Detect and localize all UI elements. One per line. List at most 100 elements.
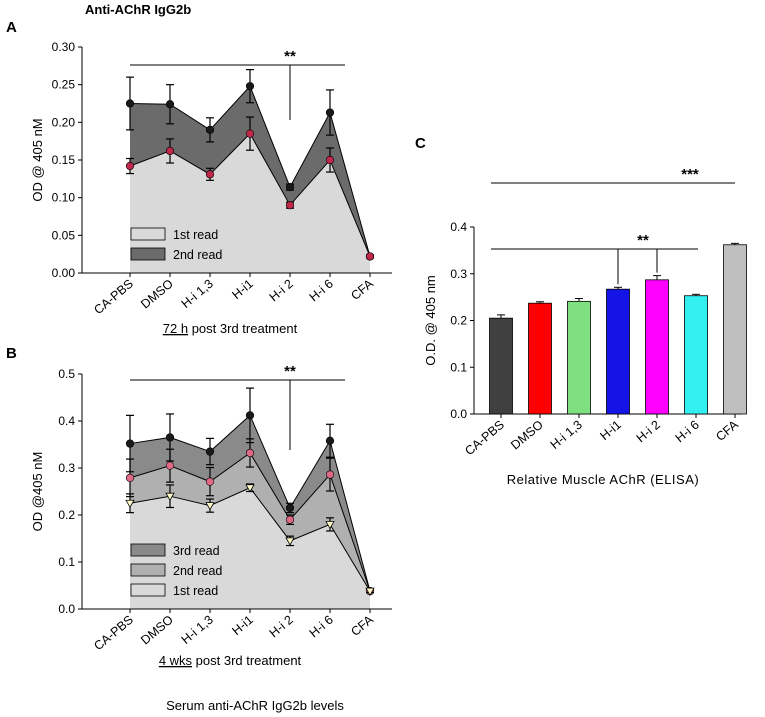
point-1st-read xyxy=(125,161,135,171)
x-axis-title: 72 h post 3rd treatment xyxy=(163,321,298,336)
x-tick-label-ca-pbs: CA-PBS xyxy=(91,277,136,318)
legend-swatch-1st-read xyxy=(130,583,166,597)
bar-cfa xyxy=(723,244,747,415)
point-1st-read xyxy=(285,201,295,210)
point-1st-read xyxy=(165,146,175,156)
y-axis-title: O.D. @ 405 nm xyxy=(423,275,438,366)
y-tick-label: 0.00 xyxy=(52,266,76,280)
y-tick-label: 0.10 xyxy=(52,191,76,205)
panel-letter: C xyxy=(415,135,426,152)
point-2nd-read xyxy=(285,515,295,524)
x-axis-title: 4 wks post 3rd treatment xyxy=(159,653,302,668)
x-tick-label-h-i-1-3: H-i 1,3 xyxy=(179,277,216,311)
x-tick-label-dmso: DMSO xyxy=(138,612,176,647)
point-2nd-read xyxy=(245,448,255,458)
panel-letter: B xyxy=(6,345,17,362)
legend-label-2nd-read: 2nd read xyxy=(173,564,222,578)
y-tick-label: 0.20 xyxy=(52,115,76,129)
area-1st-read xyxy=(130,487,370,609)
point-3rd-read xyxy=(285,503,295,513)
y-tick-label: 0.15 xyxy=(52,153,76,167)
legend-label-1st-read: 1st read xyxy=(173,584,218,598)
point-1st-read xyxy=(365,587,375,596)
point-1st-read xyxy=(205,502,215,511)
y-tick-label: 0.4 xyxy=(450,220,467,234)
y-tick-label: 0.0 xyxy=(450,407,467,421)
legend-swatch-2nd-read xyxy=(130,247,166,261)
point-2nd-read xyxy=(325,470,335,479)
point-2nd-read xyxy=(125,473,135,482)
point-2nd-read xyxy=(205,477,215,486)
point-1st-read xyxy=(365,252,375,261)
point-2nd-read xyxy=(165,461,175,470)
x-tick-label-h-i1: H-i1 xyxy=(597,418,624,443)
point-1st-read xyxy=(325,155,335,165)
panel-c: 0.00.10.20.30.4O.D. @ 405 nmC*****CA-PBS… xyxy=(415,135,747,487)
point-2nd-read xyxy=(205,125,215,134)
y-tick-label: 0.4 xyxy=(58,414,75,428)
x-tick-label-h-i-6: H-i 6 xyxy=(307,277,336,305)
y-tick-label: 0.25 xyxy=(52,78,76,92)
y-tick-label: 0.1 xyxy=(450,360,467,374)
y-tick-label: 0.5 xyxy=(58,367,75,381)
bar-dmso xyxy=(528,302,552,415)
legend-label-2nd-read: 2nd read xyxy=(173,248,222,262)
point-1st-read xyxy=(245,129,255,138)
area-1st-read xyxy=(130,133,370,273)
x-tick-label-h-i1: H-i1 xyxy=(229,277,256,302)
x-axis-title-rest: post 3rd treatment xyxy=(188,321,297,336)
x-axis-title: Relative Muscle AChR (ELISA) xyxy=(507,472,699,487)
point-2nd-read xyxy=(125,99,135,108)
y-tick-label: 0.05 xyxy=(52,228,76,242)
x-axis-title-emphasis: 4 wks xyxy=(159,653,193,668)
legend-label-3rd-read: 3rd read xyxy=(173,544,220,558)
x-tick-label-cfa: CFA xyxy=(713,417,741,444)
x-tick-label-ca-pbs: CA-PBS xyxy=(91,613,136,654)
point-1st-read xyxy=(285,537,295,546)
bar-h-i-6 xyxy=(684,295,708,415)
x-axis-title-rest: post 3rd treatment xyxy=(192,653,301,668)
panel-letter: A xyxy=(6,19,17,36)
significance-label: *** xyxy=(681,166,699,183)
y-tick-label: 0.1 xyxy=(58,555,75,569)
point-1st-read xyxy=(205,170,215,179)
x-tick-label-h-i-6: H-i 6 xyxy=(307,613,336,641)
x-tick-label-cfa: CFA xyxy=(348,612,376,639)
point-1st-read xyxy=(245,484,255,493)
figure-title: Anti-AChR IgG2b xyxy=(85,2,191,17)
point-3rd-read xyxy=(125,439,135,448)
legend-swatch-2nd-read xyxy=(130,563,166,577)
x-tick-label-ca-pbs: CA-PBS xyxy=(462,418,507,459)
x-tick-label-h-i-2: H-i 2 xyxy=(267,277,296,305)
y-tick-label: 0.0 xyxy=(58,602,75,616)
y-tick-label: 0.3 xyxy=(450,267,467,281)
significance-label: ** xyxy=(284,363,296,380)
figure-caption: Serum anti-AChR IgG2b levels xyxy=(166,698,344,713)
significance-label: ** xyxy=(284,48,296,65)
point-2nd-read xyxy=(325,108,335,117)
x-tick-label-h-i-2: H-i 2 xyxy=(634,418,663,446)
x-tick-label-dmso: DMSO xyxy=(508,417,546,452)
x-tick-label-dmso: DMSO xyxy=(138,276,176,311)
x-tick-label-h-i-1-3: H-i 1,3 xyxy=(548,418,585,452)
x-tick-label-h-i-2: H-i 2 xyxy=(267,613,296,641)
bar-ca-pbs xyxy=(489,317,513,415)
point-3rd-read xyxy=(325,436,335,445)
point-1st-read xyxy=(165,492,175,502)
x-tick-label-h-i-6: H-i 6 xyxy=(673,418,702,446)
legend-swatch-1st-read xyxy=(130,227,166,241)
legend-swatch-3rd-read xyxy=(130,543,166,557)
bar-h-i-2 xyxy=(645,279,669,415)
point-3rd-read xyxy=(245,411,255,420)
significance-label: ** xyxy=(637,232,649,249)
y-tick-label: 0.3 xyxy=(58,461,75,475)
y-axis-title: OD @ 405 nM xyxy=(30,118,45,201)
point-3rd-read xyxy=(205,447,215,456)
x-tick-label-h-i1: H-i1 xyxy=(229,613,256,638)
y-axis-title: OD @405 nM xyxy=(30,452,45,532)
point-2nd-read xyxy=(165,100,175,109)
x-tick-label-cfa: CFA xyxy=(348,276,376,303)
legend-label-1st-read: 1st read xyxy=(173,228,218,242)
bar-h-i-1-3 xyxy=(567,300,591,415)
